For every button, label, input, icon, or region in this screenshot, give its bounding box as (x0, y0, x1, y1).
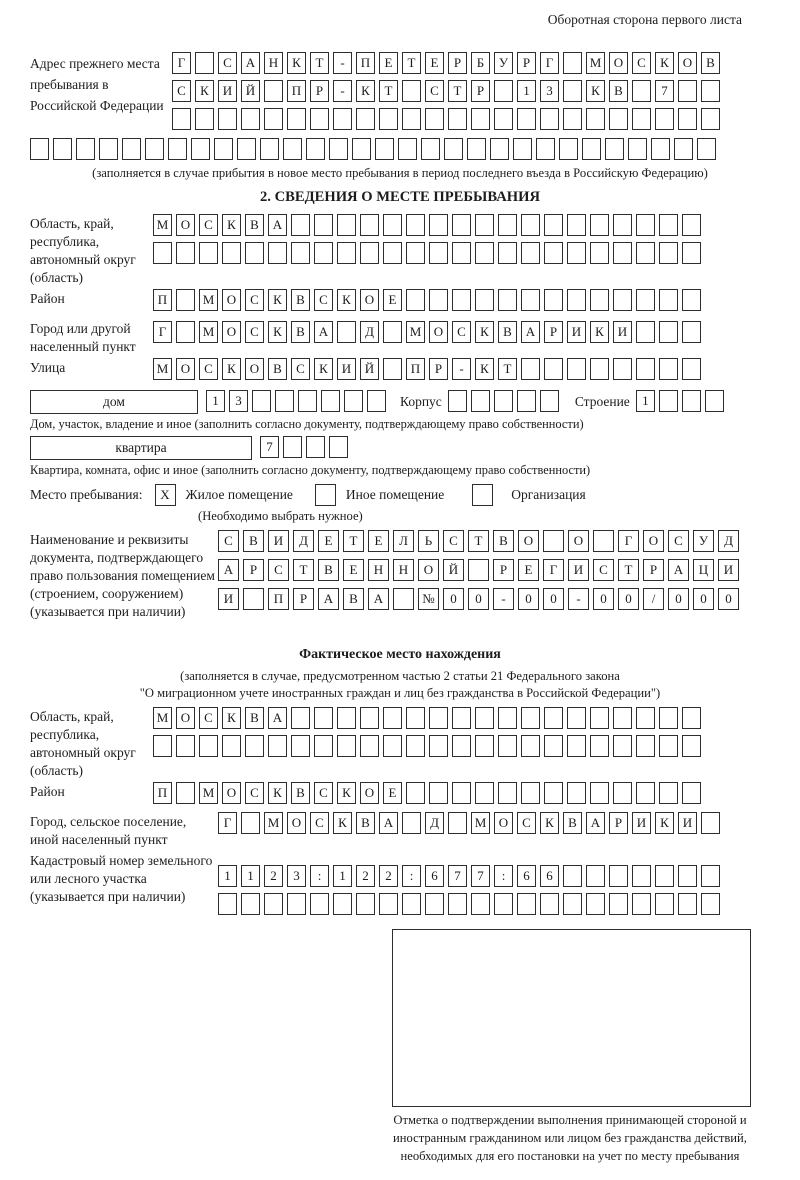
field-fact-oblast: Область, край, республика, автономный ок… (30, 707, 770, 780)
fact-oblast-row-2 (153, 735, 705, 759)
dom-box: дом (30, 390, 198, 414)
option-zhiloe-label: Жилое помещение (185, 487, 293, 502)
prev-address-note: (заполняется в случае прибытия в новое м… (92, 166, 708, 180)
kadastr-row-2 (218, 893, 724, 917)
oblast-row-2 (153, 242, 705, 266)
stroenie-cells: 1 (635, 390, 728, 414)
prev-address-label: Адрес прежнего места пребывания в Россий… (30, 56, 164, 113)
sheet-side-note: Оборотная сторона первого листа (547, 12, 742, 27)
kadastr-label: Кадастровый номер земельного или лесного… (30, 853, 213, 904)
mesto-row: Место пребывания: X Жилое помещение Иное… (30, 484, 770, 506)
fact-title: Фактическое место нахождения (299, 647, 501, 662)
fact-note-1: (заполняется в случае, предусмотренном ч… (180, 669, 620, 683)
fact-oblast-label: Область, край, республика, автономный ок… (30, 709, 136, 778)
korpus-cells (447, 390, 563, 414)
stamp-caption: Отметка о подтверждении выполнения прини… (393, 1113, 747, 1163)
document-row-3: И П Р А В А № 0 0-0 0-0 0/0 0 0 (218, 588, 743, 612)
fact-raion-label: Район (30, 784, 65, 799)
kvartira-cells: 7 (260, 436, 352, 460)
dom-caption: Дом, участок, владение и иное (заполнить… (30, 417, 584, 431)
gorod-label: Город или другой населенный пункт (30, 321, 136, 354)
raion-label: Район (30, 291, 65, 306)
kvartira-caption: Квартира, комната, офис и иное (заполнит… (30, 463, 591, 477)
kvartira-row: квартира 7 (30, 436, 770, 460)
korpus-label: Корпус (400, 394, 442, 409)
stamp-box (392, 929, 751, 1107)
prev-address-overflow-row (30, 138, 770, 162)
fact-note-2: "О миграционном учете иностранных гражда… (139, 686, 661, 700)
checkbox-organizaciya (472, 484, 494, 506)
mesto-label: Место пребывания: (30, 487, 143, 502)
field-document: Наименование и реквизиты документа, подт… (30, 530, 770, 621)
oblast-label: Область, край, республика, автономный ок… (30, 216, 136, 285)
option-inoe-label: Иное помещение (345, 487, 445, 502)
field-fact-gorod: Город, сельское поселение, иной населенн… (30, 812, 770, 849)
document-label: Наименование и реквизиты документа, подт… (30, 532, 215, 619)
field-prev-address: Адрес прежнего места пребывания в Россий… (30, 52, 770, 136)
fact-gorod-label: Город, сельское поселение, иной населенн… (30, 814, 187, 847)
field-kadastr: Кадастровый номер земельного или лесного… (30, 851, 770, 921)
section2-title: 2. СВЕДЕНИЯ О МЕСТЕ ПРЕБЫВАНИЯ (259, 189, 540, 205)
checkbox-zhiloe: X (154, 484, 176, 506)
field-oblast: Область, край, республика, автономный ок… (30, 214, 770, 287)
stroenie-label: Строение (574, 394, 630, 409)
kvartira-box: квартира (30, 436, 252, 460)
ulitsa-label: Улица (30, 360, 66, 375)
mesto-note: (Необходимо выбрать нужное) (198, 509, 363, 523)
prev-address-row-3 (172, 108, 724, 132)
option-organizaciya-label: Организация (511, 487, 586, 502)
stamp-area: Отметка о подтверждении выполнения прини… (370, 929, 770, 1165)
checkbox-inoe (314, 484, 336, 506)
